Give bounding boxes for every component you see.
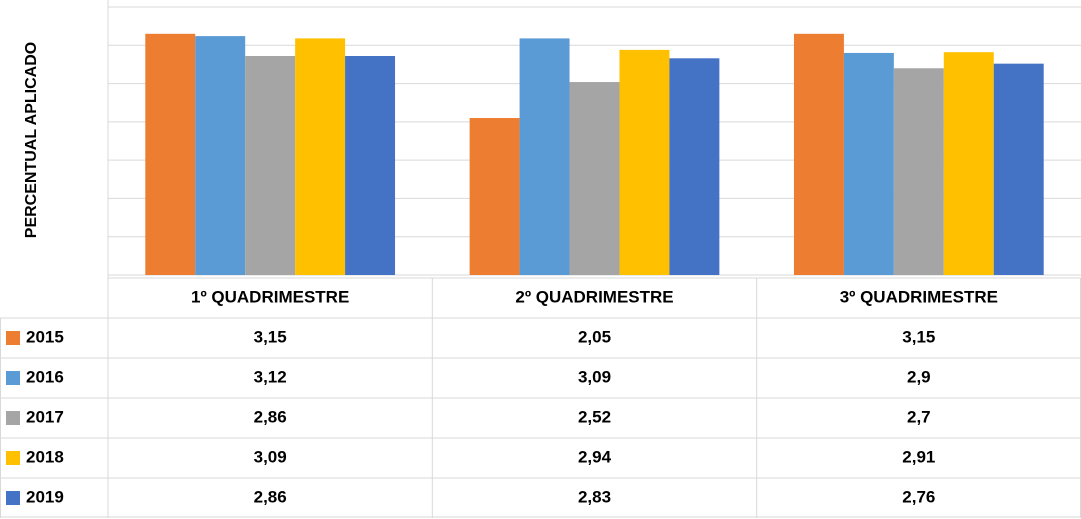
legend-swatch — [6, 451, 20, 465]
bar — [469, 118, 520, 276]
data-label: 3,12 — [254, 367, 287, 386]
legend-label: 2018 — [26, 447, 64, 466]
bar — [145, 33, 196, 275]
bar — [993, 63, 1044, 275]
legend-label: 2015 — [26, 327, 64, 346]
data-label: 2,7 — [907, 407, 931, 426]
data-label: 3,15 — [902, 327, 935, 346]
bar — [843, 52, 894, 275]
data-label: 2,83 — [578, 487, 611, 506]
data-label: 3,09 — [254, 447, 287, 466]
bar — [519, 38, 570, 275]
data-label: 2,86 — [254, 407, 287, 426]
bar — [195, 36, 246, 276]
data-label: 2,86 — [254, 487, 287, 506]
bar — [245, 56, 296, 276]
data-label: 2,9 — [907, 367, 931, 386]
data-label: 2,76 — [902, 487, 935, 506]
data-label: 2,52 — [578, 407, 611, 426]
legend-label: 2017 — [26, 407, 64, 426]
bar — [295, 38, 346, 275]
bar — [893, 68, 944, 275]
data-label: 3,09 — [578, 367, 611, 386]
bar — [569, 82, 620, 275]
bar — [619, 49, 670, 275]
data-label: 2,91 — [902, 447, 935, 466]
bar — [793, 33, 844, 275]
data-label: 3,15 — [254, 327, 287, 346]
category-label: 2º QUADRIMESTRE — [515, 287, 673, 306]
data-label: 2,05 — [578, 327, 611, 346]
y-axis-label: PERCENTUAL APLICADO — [23, 42, 40, 238]
bar — [345, 56, 396, 276]
legend-swatch — [6, 491, 20, 505]
category-label: 3º QUADRIMESTRE — [840, 287, 998, 306]
bar — [669, 58, 720, 275]
data-label: 2,94 — [578, 447, 612, 466]
legend-swatch — [6, 411, 20, 425]
legend-swatch — [6, 331, 20, 345]
legend-label: 2019 — [26, 487, 64, 506]
bar — [943, 52, 994, 276]
legend-label: 2016 — [26, 367, 64, 386]
legend-swatch — [6, 371, 20, 385]
category-label: 1º QUADRIMESTRE — [191, 287, 349, 306]
